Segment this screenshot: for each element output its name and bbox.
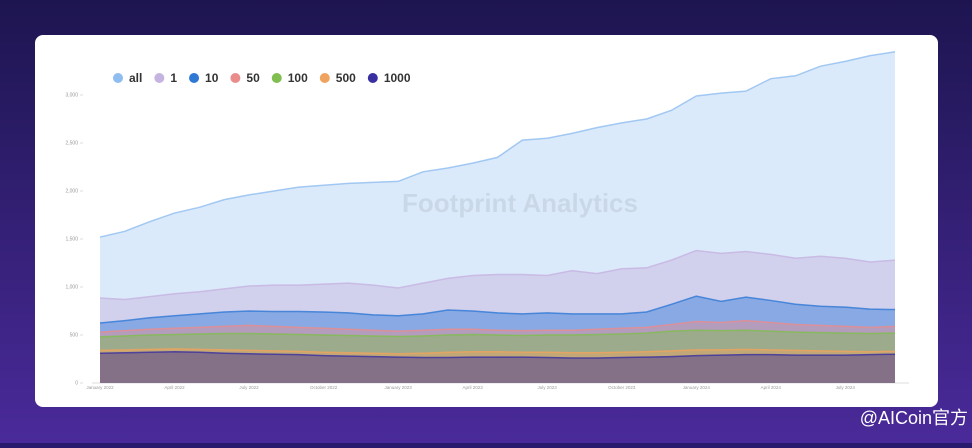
legend-swatch (271, 73, 282, 83)
y-tick-label: 1,500 (65, 236, 78, 242)
line (99, 249, 896, 301)
legend-label: 500 (336, 71, 356, 85)
x-tick-label: April 2023 (463, 385, 484, 390)
line (99, 348, 896, 355)
y-tick-label: 0 (75, 380, 78, 386)
x-tick-label: April 2024 (761, 385, 782, 390)
area (100, 296, 895, 383)
legend-swatch (189, 73, 200, 83)
area (100, 351, 895, 383)
y-tick-label: 1,000 (65, 284, 78, 290)
x-tick-label: July 2023 (538, 385, 558, 390)
x-tick-label: October 2023 (608, 385, 636, 390)
area (100, 51, 895, 384)
legend-swatch (367, 73, 378, 83)
y-tick-label: 500 (70, 332, 79, 338)
y-tick-label: 2,000 (65, 188, 78, 194)
legend: all 1 10 50 100 500 1000 (113, 71, 411, 85)
legend-label: all (129, 71, 142, 85)
x-tick-label: January 2023 (384, 385, 412, 390)
area (100, 348, 895, 383)
x-tick-label: October 2022 (310, 385, 338, 390)
x-tick-label: January 2024 (683, 385, 711, 390)
legend-label: 1000 (384, 71, 411, 85)
line (99, 351, 896, 359)
plot: 0 500 1,000 1,500 2,000 2,500 3,000 January 202… (65, 51, 909, 390)
line (99, 295, 896, 324)
card (35, 35, 938, 407)
legend-swatch (154, 73, 165, 83)
legend-label: 10 (205, 71, 219, 85)
line (99, 329, 896, 338)
y-tick-label: 3,000 (65, 92, 78, 98)
legend-swatch (113, 73, 123, 83)
legend-label: 50 (246, 71, 260, 85)
legend-label: 100 (288, 71, 308, 85)
x-tick-label: July 2022 (239, 385, 259, 390)
legend-swatch (230, 73, 241, 83)
line (99, 319, 896, 333)
legend-swatch (319, 73, 330, 83)
credit: @AICoin官方 (860, 408, 968, 428)
y-tick-label: 2,500 (65, 140, 78, 146)
legend-label: 1 (170, 71, 177, 85)
line (99, 51, 896, 238)
x-tick-label: January 2022 (86, 385, 114, 390)
x-tick-label: April 2022 (164, 385, 185, 390)
x-tick-label: July 2024 (836, 385, 856, 390)
watermark: Footprint Analytics (402, 188, 638, 218)
